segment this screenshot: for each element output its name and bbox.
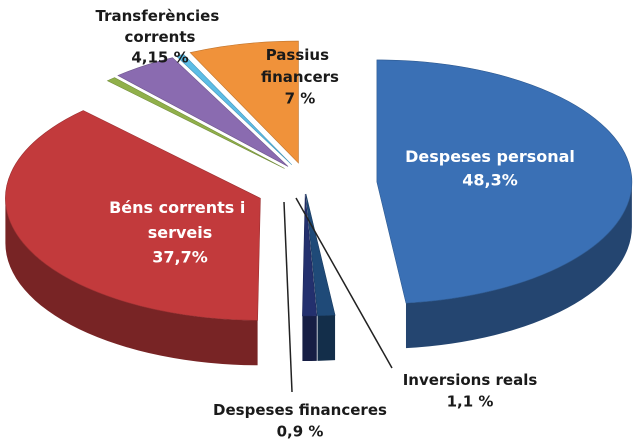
label-line: corrents: [125, 28, 196, 46]
slice: [106, 77, 285, 169]
slice-label: Despeses personal: [405, 147, 575, 166]
slice: [376, 59, 633, 304]
value-label: 4,15 %: [131, 49, 188, 67]
slice-label: Béns corrents i serveis: [109, 198, 251, 242]
slice-label: Inversions reals: [403, 371, 538, 389]
slice: [5, 110, 261, 321]
slice: [117, 57, 289, 167]
label-line: serveis: [148, 223, 213, 242]
label-line: Passius: [266, 46, 335, 64]
slice: [175, 54, 293, 166]
value-label: 0,9 %: [277, 423, 324, 441]
value-label: 1,1 %: [447, 393, 494, 411]
slice-side: [405, 181, 632, 349]
slice: [302, 193, 318, 317]
slice-label: Transferències corrents: [95, 7, 224, 46]
label-line: Inversions reals: [403, 371, 538, 389]
label-line: Despeses financeres: [213, 401, 387, 419]
value-label: 48,3%: [462, 171, 518, 190]
slice-label: Passius financers: [261, 46, 339, 86]
slice-side: [302, 315, 317, 361]
slice-side: [317, 315, 336, 361]
slice: [189, 40, 299, 164]
value-label: 37,7%: [152, 248, 208, 267]
label-line: Despeses personal: [405, 147, 575, 166]
slice-label: Despeses financeres: [213, 401, 387, 419]
leader-line: [283, 201, 293, 393]
value-label: 7 %: [285, 90, 316, 108]
label-line: Béns corrents i: [109, 198, 251, 217]
leader-line: [295, 197, 393, 369]
label-line: Transferències: [95, 7, 224, 25]
slice: [305, 193, 336, 317]
label-line: financers: [261, 68, 339, 86]
slice-side: [5, 198, 258, 366]
